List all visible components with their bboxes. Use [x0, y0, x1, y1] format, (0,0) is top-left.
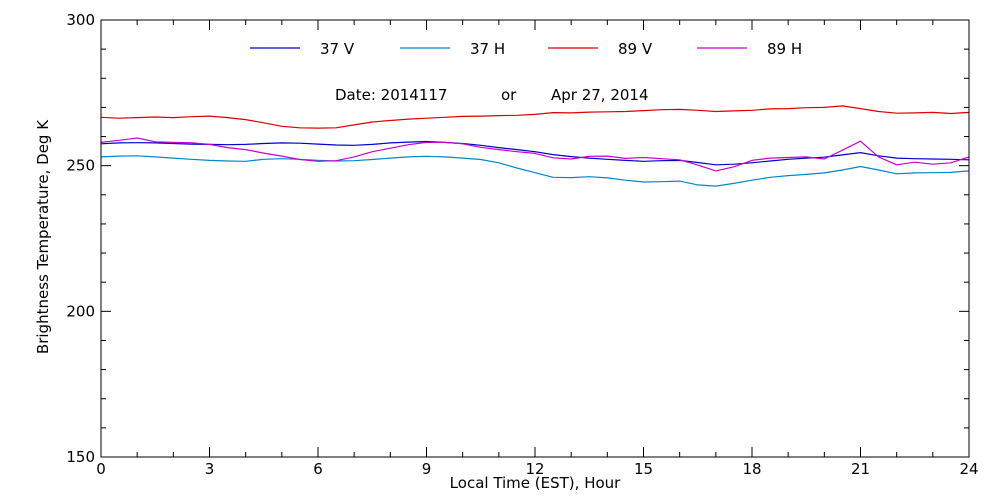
x-tick-label: 21	[851, 460, 870, 478]
series-line-37-v	[100, 140, 970, 166]
x-tick-label: 0	[96, 460, 106, 478]
x-tick-label: 3	[205, 460, 215, 478]
series-line-89-v	[100, 105, 970, 129]
series-line-89-h	[100, 137, 970, 172]
tick-labels: 0 3 6 9 12 15 18 21 24 150 200 250 300	[66, 11, 978, 478]
x-tick-label: 15	[634, 460, 653, 478]
date-text: Apr 27, 2014	[551, 86, 649, 104]
y-tick-label: 200	[66, 302, 95, 320]
legend: 37 V 37 H 89 V 89 H	[250, 40, 802, 58]
legend-label: 89 H	[767, 40, 802, 58]
y-tick-label: 150	[66, 448, 95, 466]
x-tick-label: 6	[313, 460, 323, 478]
date-or-label: or	[501, 86, 517, 104]
series-layer	[100, 105, 970, 187]
plot-frame	[100, 19, 970, 458]
legend-label: 89 V	[618, 40, 653, 58]
y-tick-label: 300	[66, 11, 95, 29]
legend-label: 37 V	[320, 40, 355, 58]
y-axis-title: Brightness Temperature, Deg K	[34, 119, 52, 354]
y-tick-label: 250	[66, 157, 95, 175]
x-tick-label: 18	[742, 460, 761, 478]
date-label: Date: 2014117	[335, 86, 447, 104]
x-tick-label: 9	[422, 460, 432, 478]
x-axis-title: Local Time (EST), Hour	[450, 474, 621, 492]
x-tick-label: 12	[525, 460, 544, 478]
series-line-37-h	[100, 155, 970, 187]
axis-ticks	[100, 19, 970, 458]
legend-label: 37 H	[470, 40, 505, 58]
x-tick-label: 24	[959, 460, 978, 478]
